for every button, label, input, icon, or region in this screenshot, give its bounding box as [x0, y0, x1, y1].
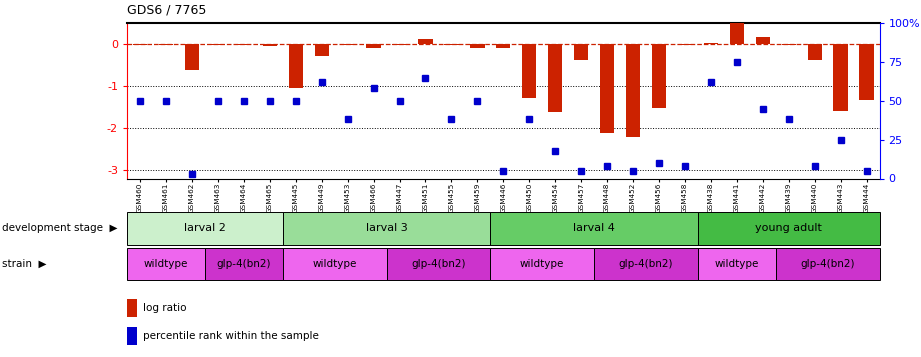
Bar [211, 44, 225, 45]
Bar [652, 44, 666, 108]
Bar [159, 44, 173, 45]
Text: wildtype: wildtype [715, 259, 759, 269]
Bar [341, 44, 355, 45]
Text: strain  ▶: strain ▶ [2, 259, 46, 269]
Bar [755, 37, 770, 44]
Bar [283, 248, 387, 280]
Bar [283, 212, 490, 245]
Bar [775, 248, 880, 280]
Bar [496, 44, 510, 47]
Text: larval 3: larval 3 [366, 223, 407, 233]
Bar [418, 39, 433, 44]
Bar [127, 327, 137, 346]
Bar [185, 44, 199, 70]
Bar [237, 44, 251, 45]
Text: GDS6 / 7765: GDS6 / 7765 [127, 3, 206, 16]
Bar [594, 248, 698, 280]
Bar [548, 44, 563, 112]
Bar [782, 44, 796, 45]
Text: glp-4(bn2): glp-4(bn2) [216, 259, 271, 269]
Bar [834, 44, 847, 111]
Bar [600, 44, 614, 133]
Bar [859, 44, 874, 100]
Text: wildtype: wildtype [312, 259, 356, 269]
Bar [574, 44, 589, 60]
Bar [678, 44, 692, 45]
Bar [490, 248, 594, 280]
Bar [133, 44, 147, 45]
Text: larval 2: larval 2 [184, 223, 226, 233]
Bar [315, 44, 329, 56]
Text: wildtype: wildtype [144, 259, 188, 269]
Text: young adult: young adult [755, 223, 822, 233]
Text: wildtype: wildtype [520, 259, 565, 269]
Bar [127, 299, 137, 317]
Bar [808, 44, 822, 60]
Bar [127, 248, 205, 280]
Bar [205, 248, 283, 280]
Text: larval 4: larval 4 [573, 223, 615, 233]
Bar [522, 44, 536, 98]
Text: glp-4(bn2): glp-4(bn2) [411, 259, 466, 269]
Bar [392, 44, 407, 45]
Text: development stage  ▶: development stage ▶ [2, 223, 117, 233]
Text: percentile rank within the sample: percentile rank within the sample [144, 331, 319, 341]
Bar [127, 212, 283, 245]
Bar [288, 44, 303, 88]
Bar [698, 248, 775, 280]
Text: log ratio: log ratio [144, 303, 187, 313]
Text: glp-4(bn2): glp-4(bn2) [800, 259, 855, 269]
Bar [262, 44, 277, 46]
Bar [367, 44, 380, 49]
Bar [471, 44, 484, 47]
Bar [444, 44, 459, 45]
Bar [704, 42, 718, 44]
Text: glp-4(bn2): glp-4(bn2) [619, 259, 673, 269]
Bar [729, 0, 744, 44]
Bar [626, 44, 640, 137]
Bar [387, 248, 490, 280]
Bar [698, 212, 880, 245]
Bar [490, 212, 698, 245]
